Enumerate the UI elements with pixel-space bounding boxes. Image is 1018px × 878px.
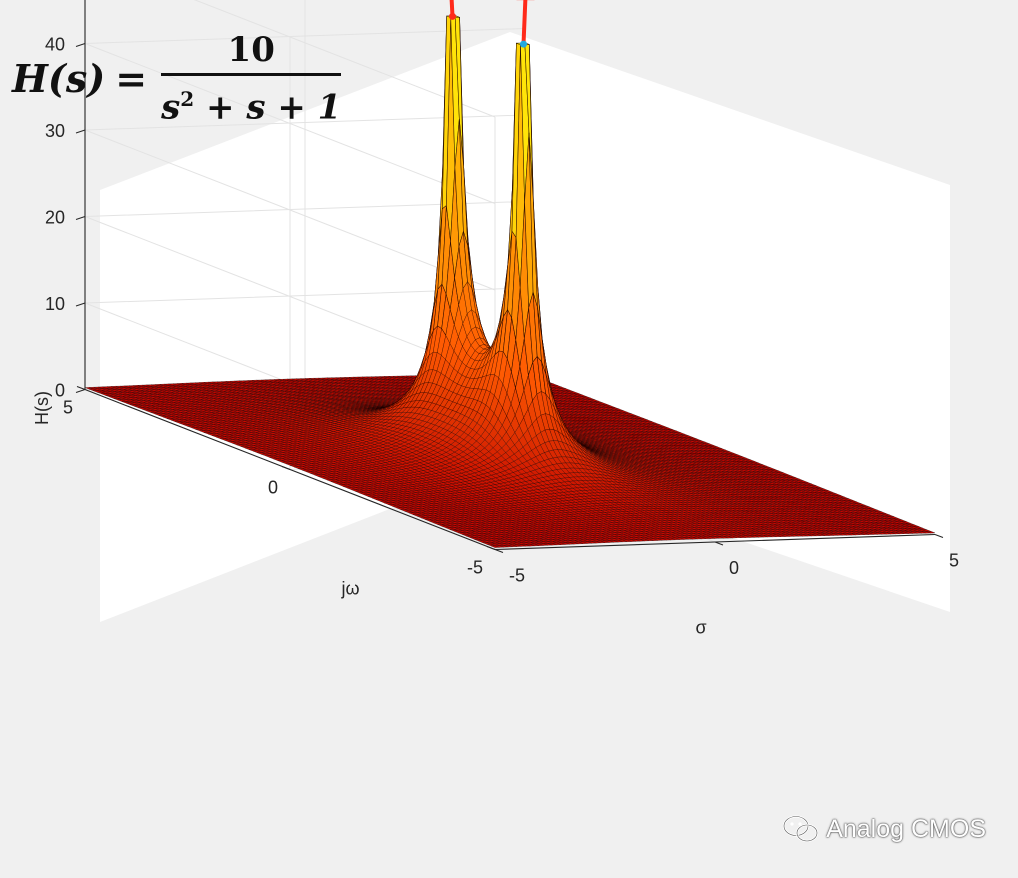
gridline-z [193, 0, 496, 118]
surface-mesh [84, 15, 936, 548]
